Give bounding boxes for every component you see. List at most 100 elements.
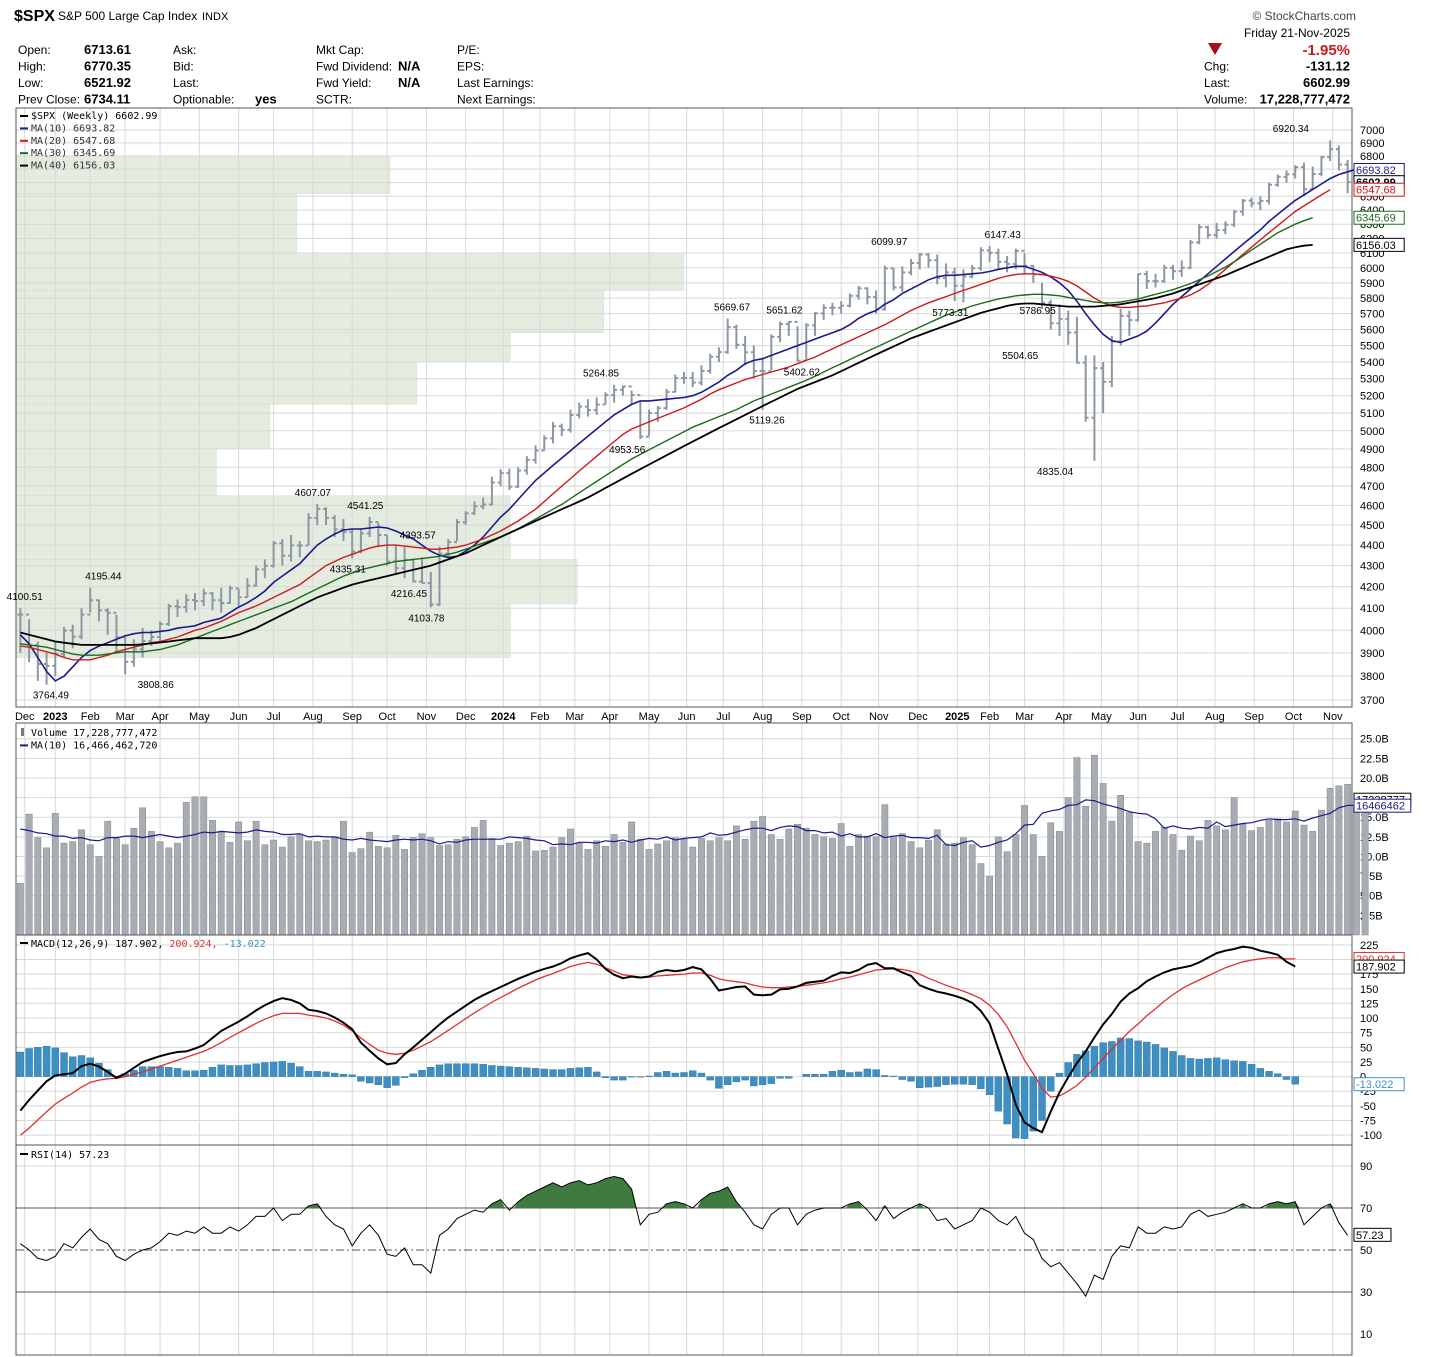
value-tag: -13.022	[1356, 1079, 1393, 1091]
rsi-line	[20, 1175, 1349, 1298]
price-bar	[698, 365, 705, 386]
macd-histogram-bar	[514, 1067, 522, 1077]
legend-entry: MACD(12,26,9)	[31, 939, 109, 950]
volume-bar	[366, 831, 374, 936]
macd-histogram-bar	[34, 1047, 42, 1077]
volume-bar	[453, 838, 461, 936]
volume-bar	[497, 845, 505, 936]
volume-bar	[619, 842, 627, 936]
y-tick-label: 100	[1360, 1013, 1378, 1025]
macd-histogram-bar	[1256, 1068, 1265, 1077]
macd-histogram-bar	[1143, 1041, 1151, 1077]
macd-histogram-bar	[261, 1062, 269, 1077]
price-annotation: 4607.07	[295, 488, 332, 499]
y-tick-label: 6900	[1360, 138, 1384, 150]
macd-histogram-bar	[619, 1076, 627, 1081]
macd-histogram-bar	[767, 1076, 776, 1084]
rsi-overbought-fill	[513, 1176, 636, 1208]
macd-panel: -100-75-50-250255075100125150175200225MA…	[15, 934, 1405, 1146]
volume-bar	[1187, 835, 1194, 936]
volume-bar	[1003, 851, 1011, 936]
price-annotation: 4335.31	[330, 564, 367, 575]
legend-entry: MA(30) 6345.69	[31, 148, 115, 159]
volume-bar	[226, 842, 234, 936]
macd-line	[19, 945, 1296, 1134]
y-tick-label: 10	[1360, 1329, 1372, 1341]
volume-bar	[1300, 824, 1308, 936]
price-bar	[1231, 210, 1238, 228]
price-bar	[724, 318, 731, 354]
price-bar	[777, 321, 784, 343]
volume-bar	[95, 856, 103, 936]
x-tick-label: Dec	[456, 711, 476, 723]
rsi-overbought-fill	[697, 1187, 741, 1208]
legend-entry: MA(10) 16,466,462,720	[31, 740, 157, 751]
volume-bar	[409, 837, 417, 936]
macd-histogram-bar	[671, 1072, 679, 1077]
y-tick-label: -75	[1360, 1116, 1376, 1128]
price-frame	[15, 107, 1353, 708]
y-tick-label: 5200	[1360, 391, 1384, 403]
price-annotation: 3808.86	[138, 680, 175, 691]
macd-histogram-bar	[889, 1075, 898, 1077]
price-bar	[602, 392, 609, 406]
macd-histogram-bar	[278, 1061, 287, 1077]
volume-bar	[977, 863, 985, 936]
field-value: 6602.99	[1303, 75, 1350, 90]
price-bar	[541, 435, 548, 452]
price-bar	[584, 399, 591, 417]
macd-histogram-bar	[654, 1072, 662, 1077]
macd-histogram-bar	[1186, 1058, 1195, 1077]
macd-histogram-bar	[217, 1064, 225, 1077]
macd-histogram-bar	[287, 1062, 295, 1077]
macd-histogram-bar	[785, 1076, 793, 1079]
macd-histogram-bar	[645, 1075, 653, 1077]
price-bar	[1266, 182, 1273, 205]
volume-bar	[872, 836, 880, 936]
volume-bar	[846, 846, 854, 936]
volume-bar	[925, 839, 932, 936]
volume-bar	[558, 837, 566, 936]
x-tick-label: Nov	[1323, 711, 1343, 723]
volume-bar	[1056, 831, 1063, 936]
volume-bar	[86, 844, 94, 936]
volume-bar	[1160, 827, 1168, 936]
field-label: Fwd Yield:	[316, 76, 371, 90]
macd-histogram-bar	[418, 1069, 426, 1077]
x-tick-label: Mar	[116, 711, 135, 723]
x-tick-label: Jun	[1129, 711, 1147, 723]
macd-histogram-bar	[1038, 1076, 1046, 1121]
macd-histogram-bar	[1160, 1047, 1168, 1077]
price-bar	[881, 265, 888, 311]
field-value: -131.12	[1306, 59, 1350, 74]
price-bar	[733, 324, 740, 349]
x-tick-label: Jul	[267, 711, 281, 723]
volume-bar	[331, 836, 339, 936]
volume-bar	[51, 813, 59, 936]
volume-bar	[1064, 797, 1072, 936]
x-tick-label: Aug	[303, 711, 323, 723]
price-bar	[43, 652, 50, 685]
volume-bar	[549, 846, 557, 936]
volume-bar	[575, 842, 583, 936]
macd-histogram-bar	[243, 1064, 252, 1077]
price-bar	[838, 301, 845, 314]
macd-histogram-bar	[1204, 1058, 1212, 1077]
price-bar	[576, 402, 583, 419]
price-bar	[200, 588, 207, 607]
macd-histogram-bar	[715, 1076, 723, 1089]
macd-histogram-bar	[566, 1068, 575, 1077]
x-tick-label: May	[1091, 711, 1112, 723]
volume-bar	[1230, 797, 1238, 936]
volume-bar	[1195, 840, 1203, 936]
price-bar	[1309, 166, 1316, 191]
volume-bar	[593, 840, 601, 936]
price-bar	[619, 385, 626, 396]
macd-histogram-bar	[802, 1074, 810, 1077]
y-tick-label: 6000	[1360, 263, 1384, 275]
volume-bar	[174, 842, 181, 936]
x-tick-label: Dec	[15, 711, 35, 723]
price-bar	[1335, 145, 1342, 171]
value-tag-box	[1353, 237, 1405, 252]
volume-bar	[444, 844, 452, 936]
